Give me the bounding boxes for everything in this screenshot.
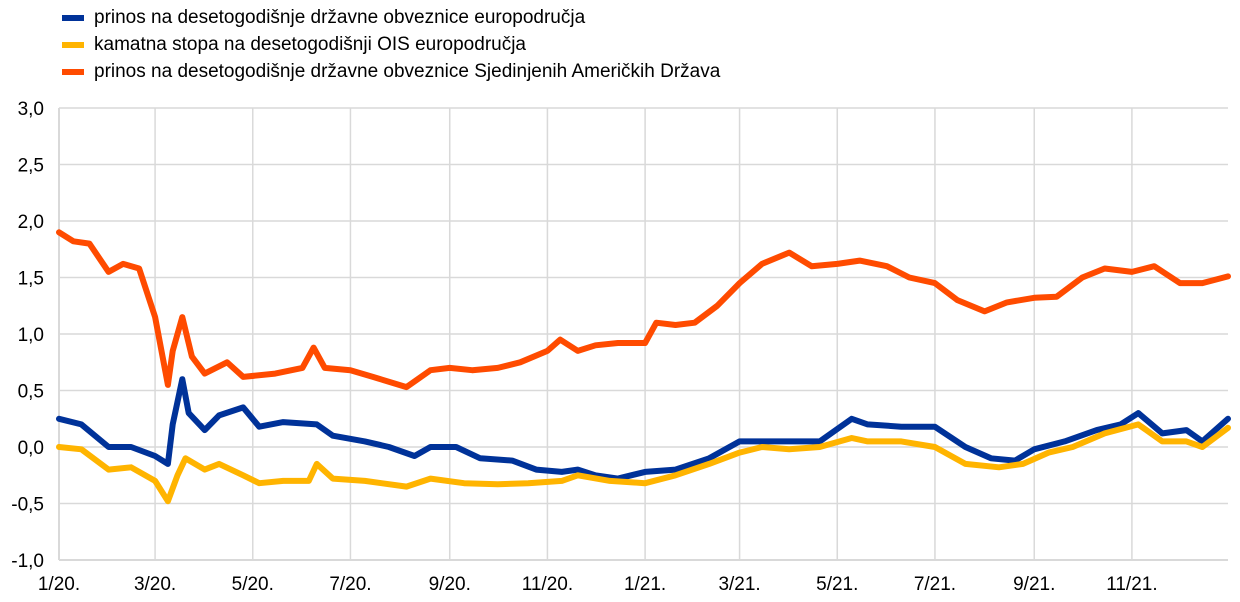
x-tick-label: 5/20. bbox=[232, 574, 274, 595]
series-line-1 bbox=[56, 421, 1231, 505]
x-tick-label: 9/20. bbox=[429, 574, 471, 595]
series-line-2 bbox=[56, 229, 1231, 391]
legend-label: prinos na desetogodišnje državne obvezni… bbox=[94, 6, 586, 28]
legend-item-us-govt-yield: prinos na desetogodišnje državne obvezni… bbox=[62, 58, 720, 85]
legend-swatch bbox=[62, 68, 84, 75]
y-tick-label: 2,5 bbox=[18, 156, 44, 177]
y-tick-label: 3,0 bbox=[18, 99, 44, 120]
y-tick-label: 0,0 bbox=[18, 438, 44, 459]
legend-swatch bbox=[62, 14, 84, 21]
y-tick-label: 1,0 bbox=[18, 325, 44, 346]
legend: prinos na desetogodišnje državne obvezni… bbox=[62, 4, 720, 85]
y-tick-label: -1,0 bbox=[11, 551, 44, 572]
x-tick-label: 7/20. bbox=[329, 574, 371, 595]
y-tick-label: 2,0 bbox=[18, 212, 44, 233]
x-tick-label: 3/20. bbox=[134, 574, 176, 595]
legend-swatch bbox=[62, 41, 84, 48]
x-tick-label: 11/21. bbox=[1106, 574, 1157, 595]
legend-item-ea-govt-yield: prinos na desetogodišnje državne obvezni… bbox=[62, 4, 720, 31]
y-tick-label: 0,5 bbox=[18, 382, 44, 403]
series-line-0 bbox=[56, 376, 1231, 482]
x-tick-label: 1/21. bbox=[624, 574, 666, 595]
legend-item-ea-ois: kamatna stopa na desetogodišnji OIS euro… bbox=[62, 31, 720, 58]
x-tick-label: 3/21. bbox=[718, 574, 760, 595]
x-tick-label: 7/21. bbox=[914, 574, 956, 595]
y-tick-label: -0,5 bbox=[11, 495, 44, 516]
y-tick-label: 1,5 bbox=[18, 269, 44, 290]
x-tick-label: 9/21. bbox=[1013, 574, 1055, 595]
legend-label: kamatna stopa na desetogodišnji OIS euro… bbox=[94, 33, 526, 55]
x-tick-label: 5/21. bbox=[816, 574, 858, 595]
x-tick-label: 11/20. bbox=[522, 574, 573, 595]
x-tick-label: 1/20. bbox=[38, 574, 80, 595]
legend-label: prinos na desetogodišnje državne obvezni… bbox=[94, 60, 721, 82]
